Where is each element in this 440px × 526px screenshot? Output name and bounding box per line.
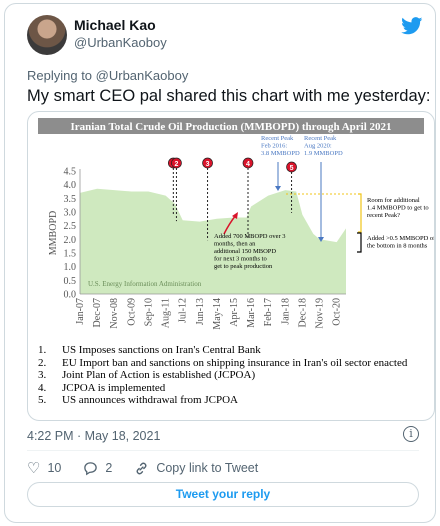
chart-note: 5. US announces withdrawal from JCPOA: [38, 394, 428, 407]
x-tick-label: Sep-10: [143, 298, 154, 326]
chart-note-number: 2.: [38, 356, 47, 369]
y-tick-label: 2.0: [64, 235, 77, 246]
x-tick-label: May-14: [212, 298, 223, 330]
chart-note: 3. Joint Plan of Action is established (J…: [38, 369, 428, 382]
chart-note-text: EU Import ban and sanctions on shipping …: [62, 356, 408, 369]
source-note: U.S. Energy Information Administration: [88, 280, 202, 288]
production-chart: Iranian Total Crude Oil Production (MMBO…: [38, 118, 435, 330]
heart-icon: ♡: [27, 460, 41, 477]
chart-note-text: US announces withdrawal from JCPOA: [62, 394, 238, 407]
chart-note-number: 1.: [38, 344, 47, 356]
twitter-bird-icon[interactable]: [401, 17, 423, 35]
avatar[interactable]: [27, 15, 67, 55]
chart-note-number: 5.: [38, 394, 47, 407]
chart-note: 2. EU Import ban and sanctions on shippin…: [38, 357, 428, 370]
peak-2020-arrowhead: [318, 237, 324, 242]
room-bracket: [358, 193, 362, 233]
y-tick-label: 4.0: [64, 180, 77, 191]
like-button[interactable]: ♡ 10: [27, 459, 61, 477]
chart-notes: 1. US Imposes sanctions on Iran's Central…: [38, 344, 428, 407]
chart-note-text: JCPOA is implemented: [62, 381, 166, 394]
chart-image[interactable]: Iranian Total Crude Oil Production (MMBO…: [27, 111, 435, 421]
chart-note: 4. JCPOA is implemented: [38, 382, 428, 395]
x-tick-label: Aug-11: [161, 298, 172, 328]
tweet-your-reply-button[interactable]: Tweet your reply: [27, 482, 419, 507]
chart-note: 1. US Imposes sanctions on Iran's Central…: [38, 344, 428, 357]
x-tick-label: Oct-20: [332, 298, 343, 326]
x-tick-label: Jan-18: [280, 298, 291, 325]
y-tick-label: 0.0: [64, 290, 77, 301]
y-tick-label: 4.5: [64, 167, 77, 178]
y-axis-label: MMBOPD: [48, 211, 59, 255]
x-tick-label: Feb-17: [263, 298, 274, 326]
production-area: [80, 188, 346, 294]
y-tick-label: 3.0: [64, 208, 77, 219]
y-tick-label: 0.5: [64, 276, 77, 287]
x-tick-label: Nov-08: [109, 298, 120, 329]
event-marker-label: 2: [174, 161, 178, 168]
event-marker: [242, 157, 254, 169]
event-marker-label: 3: [206, 161, 210, 168]
divider: [27, 450, 419, 451]
comment-icon: [84, 461, 98, 475]
action-bar: ♡ 10 2 Copy link to Tweet: [27, 459, 280, 477]
timestamp[interactable]: 4:22 PM · May 18, 2021: [27, 429, 161, 443]
chart-note-text: Joint Plan of Action is established (JCP…: [62, 369, 256, 382]
increase-arrowhead: [232, 212, 238, 219]
reply-count-button[interactable]: 2: [83, 461, 112, 476]
y-tick-label: 1.5: [64, 249, 77, 260]
link-icon: [136, 462, 147, 474]
event-marker: [286, 161, 297, 173]
author-handle[interactable]: @UrbanKaoboy: [74, 35, 167, 50]
increase-annotation: Added 700 MBOPD over 3 months, then an add…: [214, 233, 286, 270]
y-tick-label: 3.5: [64, 194, 77, 205]
chart-note-number: 4.: [38, 381, 47, 394]
peak-2016-arrowhead: [275, 186, 281, 191]
reply-count: 2: [105, 461, 113, 475]
x-tick-label: Dec-07: [92, 298, 103, 327]
y-tick-label: 2.5: [64, 221, 77, 232]
like-count: 10: [47, 461, 62, 475]
added-annotation: Added >0.5 MMBOPD off the bottom in 8 mon…: [367, 235, 435, 250]
x-tick-label: Jun-13: [195, 298, 206, 325]
copy-link-label: Copy link to Tweet: [156, 461, 259, 475]
x-tick-label: Apr-15: [229, 298, 240, 327]
x-tick-label: Oct-09: [126, 298, 137, 326]
x-tick-label: Dec-18: [297, 298, 308, 327]
room-annotation: Room for additional 1.4 MMBOPD to get to r…: [367, 197, 429, 219]
tweet-card: Michael Kao @UrbanKaoboy Replying to @Ur…: [4, 3, 436, 523]
tweet-text: My smart CEO pal shared this chart with …: [27, 87, 431, 105]
peak-2016-annotation: Recent Peak Feb 2016: 3.8 MMBOPD: [261, 135, 300, 157]
peak-2020-annotation: Recent Peak Aug 2020: 1.9 MMBOPD: [304, 135, 343, 157]
y-tick-label: 1.0: [64, 262, 77, 273]
x-tick-label: Jul-12: [178, 298, 189, 323]
chart-note-number: 3.: [38, 369, 47, 382]
event-marker: [202, 157, 213, 169]
x-tick-label: Jan-07: [75, 298, 86, 325]
reply-to-label[interactable]: Replying to @UrbanKaoboy: [27, 68, 189, 83]
chart-title-bar: [38, 118, 424, 134]
event-marker: [171, 157, 182, 169]
event-marker-label: 4: [246, 161, 250, 168]
copy-link-button[interactable]: Copy link to Tweet: [134, 461, 258, 476]
info-icon[interactable]: i: [403, 426, 419, 442]
event-marker-label: 5: [290, 165, 294, 172]
chart-note-text: US Imposes sanctions on Iran's Central B…: [62, 344, 261, 356]
x-tick-label: Nov-19: [315, 298, 326, 329]
added-bracket: [357, 232, 362, 253]
chart-title: Iranian Total Crude Oil Production (MMBO…: [70, 121, 391, 133]
author-name[interactable]: Michael Kao: [74, 17, 156, 33]
x-tick-label: Mar-16: [246, 298, 257, 328]
